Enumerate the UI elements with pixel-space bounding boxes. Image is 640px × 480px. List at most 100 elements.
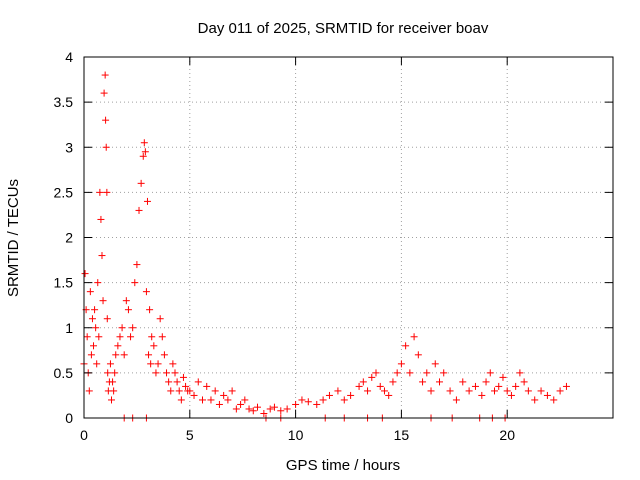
data-point	[402, 342, 410, 350]
data-point	[277, 407, 285, 415]
data-point	[512, 382, 520, 390]
grid	[84, 57, 613, 418]
data-point	[110, 387, 118, 395]
data-point	[531, 396, 539, 404]
data-point	[224, 396, 232, 404]
data-point	[97, 215, 105, 223]
data-point	[190, 391, 198, 399]
data-point	[133, 261, 141, 269]
data-point	[270, 403, 278, 411]
x-tick-label: 0	[80, 427, 88, 443]
data-point	[86, 288, 94, 296]
data-point	[471, 382, 479, 390]
data-point	[414, 351, 422, 359]
data-point	[372, 369, 380, 377]
data-point	[102, 143, 110, 151]
data-point	[537, 387, 545, 395]
data-point	[499, 373, 507, 381]
data-point	[241, 396, 249, 404]
data-point	[340, 396, 348, 404]
data-point	[148, 333, 156, 341]
data-point	[145, 351, 153, 359]
axis-ticks: 0 0.5 1 1.5 2 2.5 3 3.5 4 0 5 10 15 20	[54, 49, 613, 443]
data-point	[334, 387, 342, 395]
y-tick-label: 3.5	[54, 94, 74, 110]
data-point	[175, 387, 183, 395]
data-point	[368, 373, 376, 381]
data-point	[95, 333, 103, 341]
data-point	[486, 369, 494, 377]
data-point	[397, 360, 405, 368]
data-point	[347, 391, 355, 399]
data-point	[103, 188, 111, 196]
data-point	[427, 387, 435, 395]
data-point	[364, 387, 372, 395]
data-point	[524, 387, 532, 395]
data-point	[102, 116, 110, 124]
data-point	[109, 378, 117, 386]
data-point	[104, 369, 112, 377]
data-point	[431, 360, 439, 368]
data-point	[355, 382, 363, 390]
data-point	[452, 396, 460, 404]
data-point	[143, 197, 151, 205]
data-point	[419, 378, 427, 386]
data-point	[228, 387, 236, 395]
data-point	[556, 387, 564, 395]
data-point	[232, 405, 240, 413]
data-point	[325, 391, 333, 399]
data-point	[423, 369, 431, 377]
data-point	[124, 306, 132, 314]
data-point	[120, 351, 128, 359]
data-point	[507, 391, 515, 399]
data-point	[131, 279, 139, 287]
data-point	[177, 396, 185, 404]
data-point	[495, 382, 503, 390]
data-point	[304, 398, 312, 406]
data-point	[137, 179, 145, 187]
data-point	[406, 369, 414, 377]
y-tick-label: 0	[65, 410, 73, 426]
chart-title: Day 011 of 2025, SRMTID for receiver boa…	[198, 20, 489, 37]
data-point	[203, 382, 211, 390]
data-point	[108, 396, 116, 404]
data-point	[194, 378, 202, 386]
data-point	[94, 279, 102, 287]
x-tick-label: 5	[186, 427, 194, 443]
y-tick-label: 3	[65, 139, 73, 155]
data-point	[389, 378, 397, 386]
y-tick-label: 2	[65, 230, 73, 246]
data-point	[385, 391, 393, 399]
data-point	[140, 139, 148, 147]
data-point	[186, 387, 194, 395]
data-point	[516, 369, 524, 377]
data-point	[103, 315, 111, 323]
data-point	[93, 360, 101, 368]
data-point	[150, 342, 158, 350]
data-point	[139, 152, 147, 160]
data-point	[165, 378, 173, 386]
data-point	[147, 360, 155, 368]
data-point	[122, 297, 130, 305]
data-point	[127, 333, 135, 341]
y-tick-label: 2.5	[54, 184, 74, 200]
data-point	[491, 387, 499, 395]
data-point	[359, 378, 367, 386]
data-point	[459, 378, 467, 386]
data-point	[156, 315, 164, 323]
data-point	[111, 369, 119, 377]
data-point	[141, 148, 149, 156]
data-point	[182, 382, 190, 390]
data-point	[376, 382, 384, 390]
data-point	[503, 387, 511, 395]
data-point	[313, 400, 321, 408]
data-points	[80, 71, 570, 422]
data-point	[99, 297, 107, 305]
data-point	[87, 351, 95, 359]
data-point	[550, 396, 558, 404]
data-point	[83, 333, 91, 341]
data-point	[393, 369, 401, 377]
data-point	[319, 396, 327, 404]
data-point	[245, 405, 253, 413]
